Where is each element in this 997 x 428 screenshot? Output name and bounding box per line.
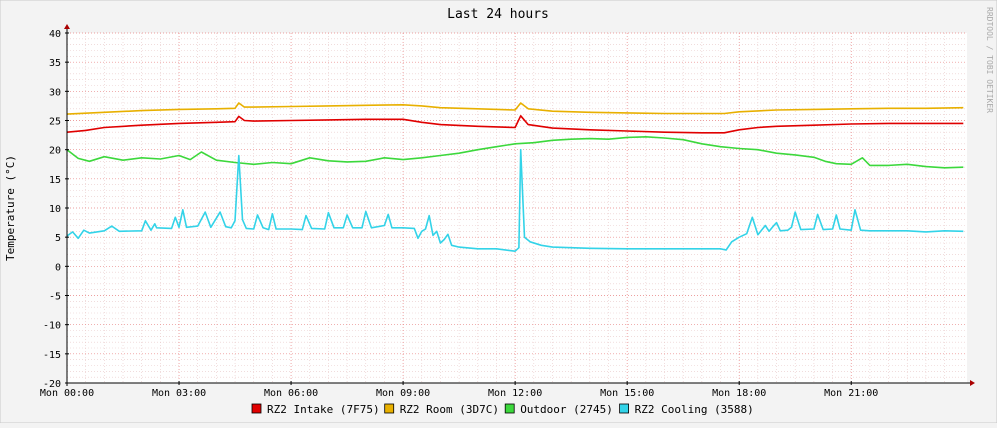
y-tick-label: 35 <box>49 58 61 69</box>
x-tick-label: Mon 15:00 <box>600 388 654 399</box>
y-tick-label: 30 <box>49 87 61 98</box>
y-axis-arrow <box>64 24 70 29</box>
x-tick-labels: Mon 00:00 Mon 03:00 Mon 06:00 Mon 09:00 Mon … <box>40 388 878 399</box>
chart-title: Last 24 hours <box>447 7 549 22</box>
y-axis-label: Temperature (°C) <box>4 155 17 261</box>
y-tick-label: 10 <box>49 204 61 215</box>
y-tick-label: -5 <box>49 292 61 303</box>
y-tick-label: 20 <box>49 146 61 157</box>
x-tick-label: Mon 09:00 <box>376 388 430 399</box>
series-line-0 <box>66 115 964 134</box>
series-line-3 <box>66 148 964 252</box>
legend-swatch-2 <box>504 403 515 414</box>
x-axis-arrow <box>970 380 975 386</box>
legend-swatch-1 <box>384 403 395 414</box>
y-tick-label: 15 <box>49 175 61 186</box>
legend-swatch-0 <box>251 403 262 414</box>
series-line-2 <box>66 136 964 169</box>
rrdtool-watermark: RRDTOOL / TOBI OETIKER <box>985 7 994 113</box>
x-tick-label: Mon 18:00 <box>712 388 766 399</box>
y-tick-label: -10 <box>43 321 61 332</box>
y-tick-label: 5 <box>55 233 61 244</box>
x-tick-label: Mon 06:00 <box>264 388 318 399</box>
y-tick-label: 25 <box>49 117 61 128</box>
series-line-1 <box>66 102 964 115</box>
y-tick-label: -15 <box>43 350 61 361</box>
x-tick-label: Mon 00:00 <box>40 388 94 399</box>
series-layer <box>66 102 964 252</box>
legend-swatch-3 <box>619 403 629 414</box>
legend: RZ2 Intake (7F75) RZ2 Room (3D7C) Outdoor … <box>251 403 754 416</box>
axes <box>64 24 975 386</box>
y-tick-labels: 40 35 30 25 20 15 10 5 0 -5 -10 -15 -20 <box>43 29 61 390</box>
y-tick-label: 40 <box>49 29 61 40</box>
y-tick-label: -20 <box>43 379 61 390</box>
y-tick-label: 0 <box>55 262 61 273</box>
legend-label-2: Outdoor (2745) <box>520 403 613 416</box>
x-tick-label: Mon 21:00 <box>824 388 878 399</box>
legend-label-3: RZ2 Cooling (3588) <box>635 403 754 416</box>
x-tick-label: Mon 03:00 <box>152 388 206 399</box>
legend-label-1: RZ2 Room (3D7C) <box>400 403 499 416</box>
x-tick-label: Mon 12:00 <box>488 388 542 399</box>
legend-label-0: RZ2 Intake (7F75) <box>267 403 380 416</box>
